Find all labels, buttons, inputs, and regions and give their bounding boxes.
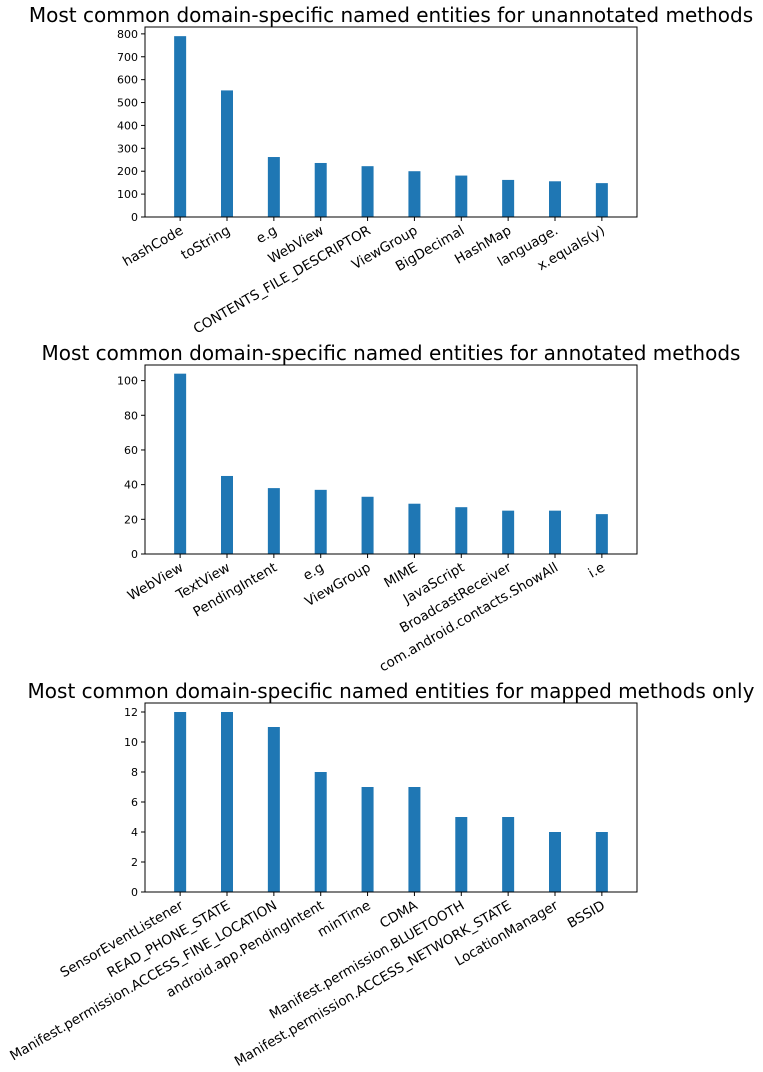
bar-textview: [221, 475, 233, 554]
bar-javascript: [455, 507, 468, 554]
bar-pendingintent: [267, 488, 280, 554]
bar-bigdecimal: [455, 175, 468, 217]
bar-read-phone-state: [221, 712, 233, 892]
bar-broadcastreceiver: [502, 510, 515, 554]
bar-hashcode: [174, 36, 187, 217]
y-tick-label: 10: [124, 736, 138, 749]
y-tick-label: 600: [117, 74, 138, 87]
bar-contents-file-descriptor: [361, 166, 374, 217]
bar-android-app-pendingintent: [314, 772, 327, 892]
bar-e-g: [314, 489, 327, 554]
y-tick-label: 8: [131, 766, 138, 779]
y-tick-label: 0: [131, 548, 138, 561]
bar-sensoreventlistener: [174, 712, 187, 892]
x-tick-label: hashCode: [120, 223, 186, 270]
plot-frame: [144, 702, 638, 893]
x-tick-label: WebView: [125, 560, 186, 605]
bar-cdma: [408, 787, 421, 892]
y-tick-label: 800: [117, 28, 138, 41]
plot-frame: [144, 26, 638, 218]
chart-title: Most common domain-specific named entiti…: [29, 3, 753, 27]
y-tick-label: 6: [131, 796, 138, 809]
chart-2: Most common domain-specific named entiti…: [42, 341, 741, 675]
bar-webview: [174, 373, 187, 554]
x-tick-label: e.g: [300, 560, 326, 584]
bar-e-g: [267, 157, 280, 217]
bar-hashmap: [502, 179, 515, 217]
y-tick-label: 100: [117, 188, 138, 201]
bar-mintime: [361, 787, 374, 892]
y-tick-label: 4: [131, 826, 138, 839]
y-tick-label: 20: [124, 513, 138, 526]
chart-1: Most common domain-specific named entiti…: [29, 3, 753, 337]
chart-3: Most common domain-specific named entiti…: [7, 679, 754, 1070]
y-tick-label: 12: [124, 706, 138, 719]
bar-mime: [408, 503, 421, 554]
y-tick-label: 400: [117, 119, 138, 132]
y-tick-label: 700: [117, 51, 138, 64]
bar-tostring: [221, 90, 233, 217]
bar-manifest-permission-bluetooth: [455, 817, 468, 892]
bar-webview: [314, 162, 327, 217]
y-tick-label: 500: [117, 97, 138, 110]
chart-title: Most common domain-specific named entiti…: [28, 679, 755, 703]
y-tick-label: 2: [131, 856, 138, 869]
bar-language-: [549, 181, 561, 217]
bar-viewgroup: [361, 496, 374, 554]
plot-frame: [144, 364, 638, 555]
x-tick-label: minTime: [315, 898, 374, 941]
bar-x-equals-y-: [595, 183, 608, 217]
bar-manifest-permission-access-fine-location: [267, 727, 280, 892]
y-tick-label: 0: [131, 211, 138, 224]
x-tick-label: i.e: [586, 560, 608, 582]
bar-locationmanager: [549, 832, 561, 892]
y-tick-label: 200: [117, 165, 138, 178]
bar-com-android-contacts-showall: [549, 510, 561, 554]
y-tick-label: 100: [117, 375, 138, 388]
bar-i-e: [595, 514, 608, 554]
x-tick-label: e.g: [254, 223, 280, 247]
y-tick-label: 40: [124, 479, 138, 492]
bar-viewgroup: [408, 171, 421, 217]
x-tick-label: toString: [178, 223, 233, 264]
chart-title: Most common domain-specific named entiti…: [42, 341, 741, 365]
y-tick-label: 0: [131, 886, 138, 899]
y-tick-label: 300: [117, 142, 138, 155]
bar-manifest-permission-access-network-state: [502, 817, 515, 892]
y-tick-label: 60: [124, 444, 138, 457]
x-tick-label: BSSID: [565, 898, 608, 932]
y-tick-label: 80: [124, 409, 138, 422]
bar-bssid: [595, 832, 608, 892]
